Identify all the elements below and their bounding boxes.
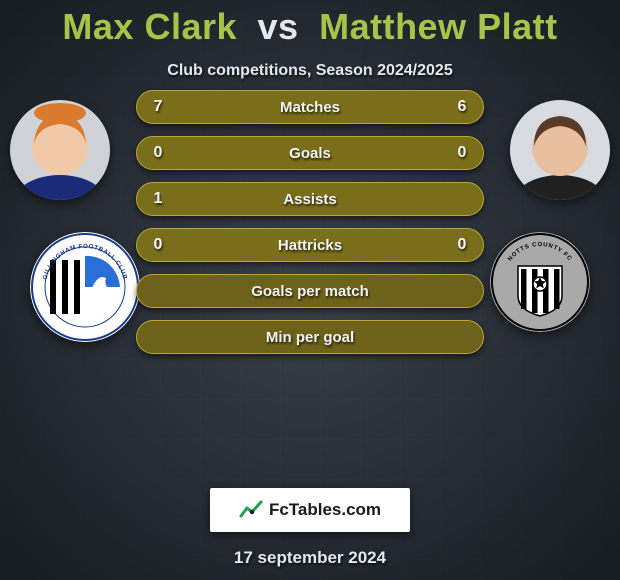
- comparison-title: Max Clark vs Matthew Platt: [0, 0, 620, 48]
- brand-text: FcTables.com: [269, 500, 381, 520]
- player2-avatar: [510, 100, 610, 200]
- stat-label: Assists: [137, 191, 483, 208]
- player2-name: Matthew Platt: [319, 6, 558, 47]
- stat-row: 7 Matches 6: [136, 90, 484, 124]
- stat-row: Min per goal: [136, 320, 484, 354]
- stat-right-value: 0: [455, 236, 469, 254]
- brand-logo-icon: [239, 498, 263, 522]
- player1-name: Max Clark: [62, 6, 237, 47]
- stat-row: 0 Goals 0: [136, 136, 484, 170]
- content-region: GILLINGHAM FOOTBALL CLUB NOTTS COUNTY FC: [0, 102, 620, 482]
- stat-bars: 7 Matches 6 0 Goals 0 1 Assists 0 Hattri…: [136, 90, 484, 366]
- stat-row: 0 Hattricks 0: [136, 228, 484, 262]
- stat-label: Goals: [137, 145, 483, 162]
- club2-badge: NOTTS COUNTY FC: [490, 232, 590, 332]
- stat-left-value: 0: [151, 144, 165, 162]
- stat-left-value: 1: [151, 190, 165, 208]
- stat-label: Min per goal: [137, 329, 483, 346]
- stat-label: Matches: [137, 99, 483, 116]
- brand-panel: FcTables.com: [210, 488, 410, 532]
- club1-badge: GILLINGHAM FOOTBALL CLUB: [30, 232, 140, 342]
- stat-right-value: 6: [455, 98, 469, 116]
- player1-avatar: [10, 100, 110, 200]
- stat-label: Goals per match: [137, 283, 483, 300]
- date-text: 17 september 2024: [0, 548, 620, 568]
- subtitle: Club competitions, Season 2024/2025: [0, 62, 620, 80]
- stat-right-value: 0: [455, 144, 469, 162]
- stat-left-value: 0: [151, 236, 165, 254]
- stat-row: 1 Assists: [136, 182, 484, 216]
- stat-left-value: 7: [151, 98, 165, 116]
- stat-row: Goals per match: [136, 274, 484, 308]
- vs-text: vs: [258, 6, 299, 47]
- stat-label: Hattricks: [137, 237, 483, 254]
